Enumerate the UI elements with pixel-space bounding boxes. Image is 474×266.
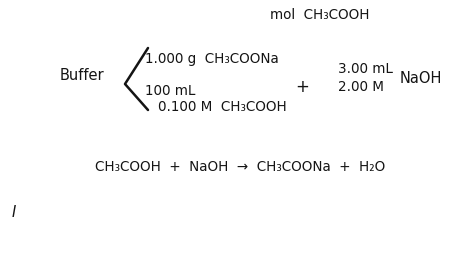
Text: 2.00 M: 2.00 M bbox=[338, 80, 384, 94]
Text: 100 mL: 100 mL bbox=[145, 84, 195, 98]
Text: I: I bbox=[12, 205, 17, 220]
Text: mol  CH₃COOH: mol CH₃COOH bbox=[270, 8, 370, 22]
Text: NaOH: NaOH bbox=[400, 71, 442, 86]
Text: Buffer: Buffer bbox=[60, 68, 105, 83]
Text: 1.000 g  CH₃COONa: 1.000 g CH₃COONa bbox=[145, 52, 279, 66]
Text: 3.00 mL: 3.00 mL bbox=[338, 62, 393, 76]
Text: CH₃COOH  +  NaOH  →  CH₃COONa  +  H₂O: CH₃COOH + NaOH → CH₃COONa + H₂O bbox=[95, 160, 385, 174]
Text: 0.100 M  CH₃COOH: 0.100 M CH₃COOH bbox=[158, 100, 287, 114]
Text: +: + bbox=[295, 78, 309, 96]
